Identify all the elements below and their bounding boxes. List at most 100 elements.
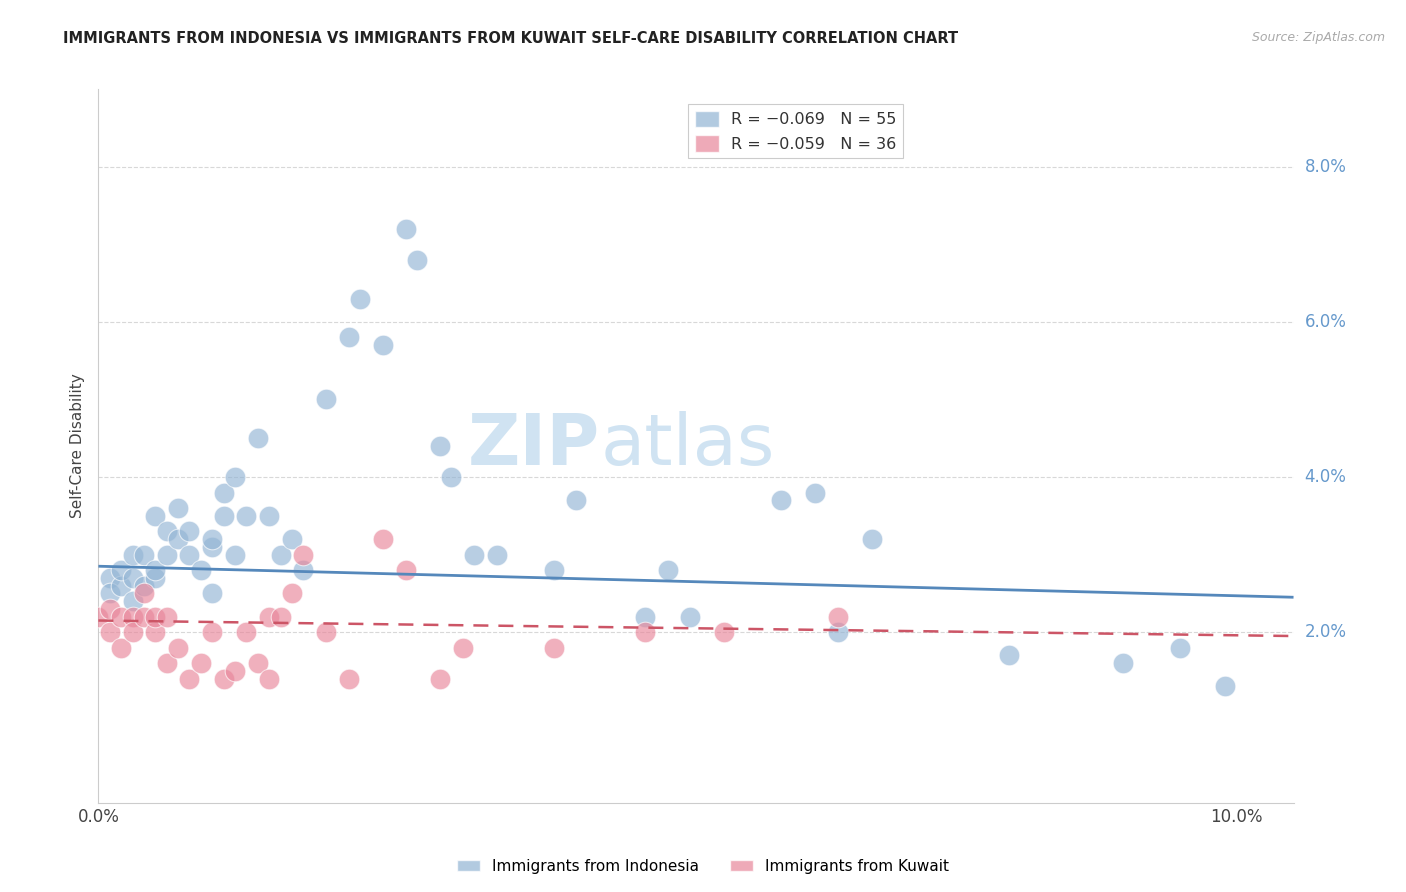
Point	[395, 222, 418, 236]
Point	[201, 586, 224, 600]
Point	[451, 640, 474, 655]
Point	[156, 548, 179, 562]
Text: Source: ZipAtlas.com: Source: ZipAtlas.com	[1251, 31, 1385, 45]
Point	[1213, 680, 1236, 694]
Point	[110, 640, 132, 655]
Point	[121, 594, 143, 608]
Point	[98, 602, 121, 616]
Point	[257, 609, 280, 624]
Text: atlas: atlas	[600, 411, 775, 481]
Legend: Immigrants from Indonesia, Immigrants from Kuwait: Immigrants from Indonesia, Immigrants fr…	[451, 853, 955, 880]
Point	[270, 609, 292, 624]
Point	[315, 625, 337, 640]
Point	[132, 586, 155, 600]
Point	[998, 648, 1021, 663]
Point	[337, 330, 360, 344]
Legend: R = −0.069   N = 55, R = −0.059   N = 36: R = −0.069 N = 55, R = −0.059 N = 36	[688, 104, 903, 158]
Text: 6.0%: 6.0%	[1305, 313, 1347, 331]
Point	[121, 548, 143, 562]
Text: 8.0%: 8.0%	[1305, 158, 1347, 176]
Point	[110, 609, 132, 624]
Point	[543, 640, 565, 655]
Point	[657, 563, 679, 577]
Point	[543, 563, 565, 577]
Point	[634, 625, 657, 640]
Point	[440, 470, 463, 484]
Point	[87, 609, 110, 624]
Point	[190, 563, 212, 577]
Point	[292, 548, 315, 562]
Point	[143, 508, 166, 523]
Point	[257, 672, 280, 686]
Point	[156, 656, 179, 670]
Point	[98, 571, 121, 585]
Point	[132, 548, 155, 562]
Point	[281, 532, 304, 546]
Point	[143, 571, 166, 585]
Point	[395, 563, 418, 577]
Point	[292, 563, 315, 577]
Point	[201, 625, 224, 640]
Point	[281, 586, 304, 600]
Point	[167, 640, 190, 655]
Point	[201, 540, 224, 554]
Point	[246, 431, 269, 445]
Point	[1112, 656, 1135, 670]
Point	[429, 672, 451, 686]
Point	[371, 532, 394, 546]
Point	[121, 571, 143, 585]
Point	[190, 656, 212, 670]
Point	[224, 470, 246, 484]
Point	[235, 625, 257, 640]
Point	[156, 609, 179, 624]
Point	[679, 609, 702, 624]
Point	[132, 609, 155, 624]
Point	[485, 548, 508, 562]
Point	[179, 524, 201, 539]
Point	[860, 532, 883, 546]
Point	[371, 338, 394, 352]
Text: IMMIGRANTS FROM INDONESIA VS IMMIGRANTS FROM KUWAIT SELF-CARE DISABILITY CORRELA: IMMIGRANTS FROM INDONESIA VS IMMIGRANTS …	[63, 31, 959, 46]
Point	[315, 392, 337, 407]
Text: 4.0%: 4.0%	[1305, 468, 1347, 486]
Point	[827, 609, 849, 624]
Point	[212, 485, 235, 500]
Point	[201, 532, 224, 546]
Y-axis label: Self-Care Disability: Self-Care Disability	[70, 374, 86, 518]
Point	[179, 672, 201, 686]
Point	[212, 508, 235, 523]
Point	[167, 501, 190, 516]
Point	[98, 625, 121, 640]
Point	[337, 672, 360, 686]
Point	[349, 292, 371, 306]
Point	[1168, 640, 1191, 655]
Point	[235, 508, 257, 523]
Point	[156, 524, 179, 539]
Point	[270, 548, 292, 562]
Point	[246, 656, 269, 670]
Point	[121, 609, 143, 624]
Point	[804, 485, 827, 500]
Point	[98, 586, 121, 600]
Point	[110, 563, 132, 577]
Point	[634, 609, 657, 624]
Point	[143, 625, 166, 640]
Point	[463, 548, 485, 562]
Point	[212, 672, 235, 686]
Point	[132, 579, 155, 593]
Point	[143, 609, 166, 624]
Point	[257, 508, 280, 523]
Point	[167, 532, 190, 546]
Point	[827, 625, 849, 640]
Point	[713, 625, 735, 640]
Point	[429, 439, 451, 453]
Point	[224, 548, 246, 562]
Point	[565, 493, 588, 508]
Point	[121, 625, 143, 640]
Text: ZIP: ZIP	[468, 411, 600, 481]
Point	[224, 664, 246, 678]
Point	[406, 252, 429, 267]
Point	[179, 548, 201, 562]
Text: 2.0%: 2.0%	[1305, 624, 1347, 641]
Point	[770, 493, 793, 508]
